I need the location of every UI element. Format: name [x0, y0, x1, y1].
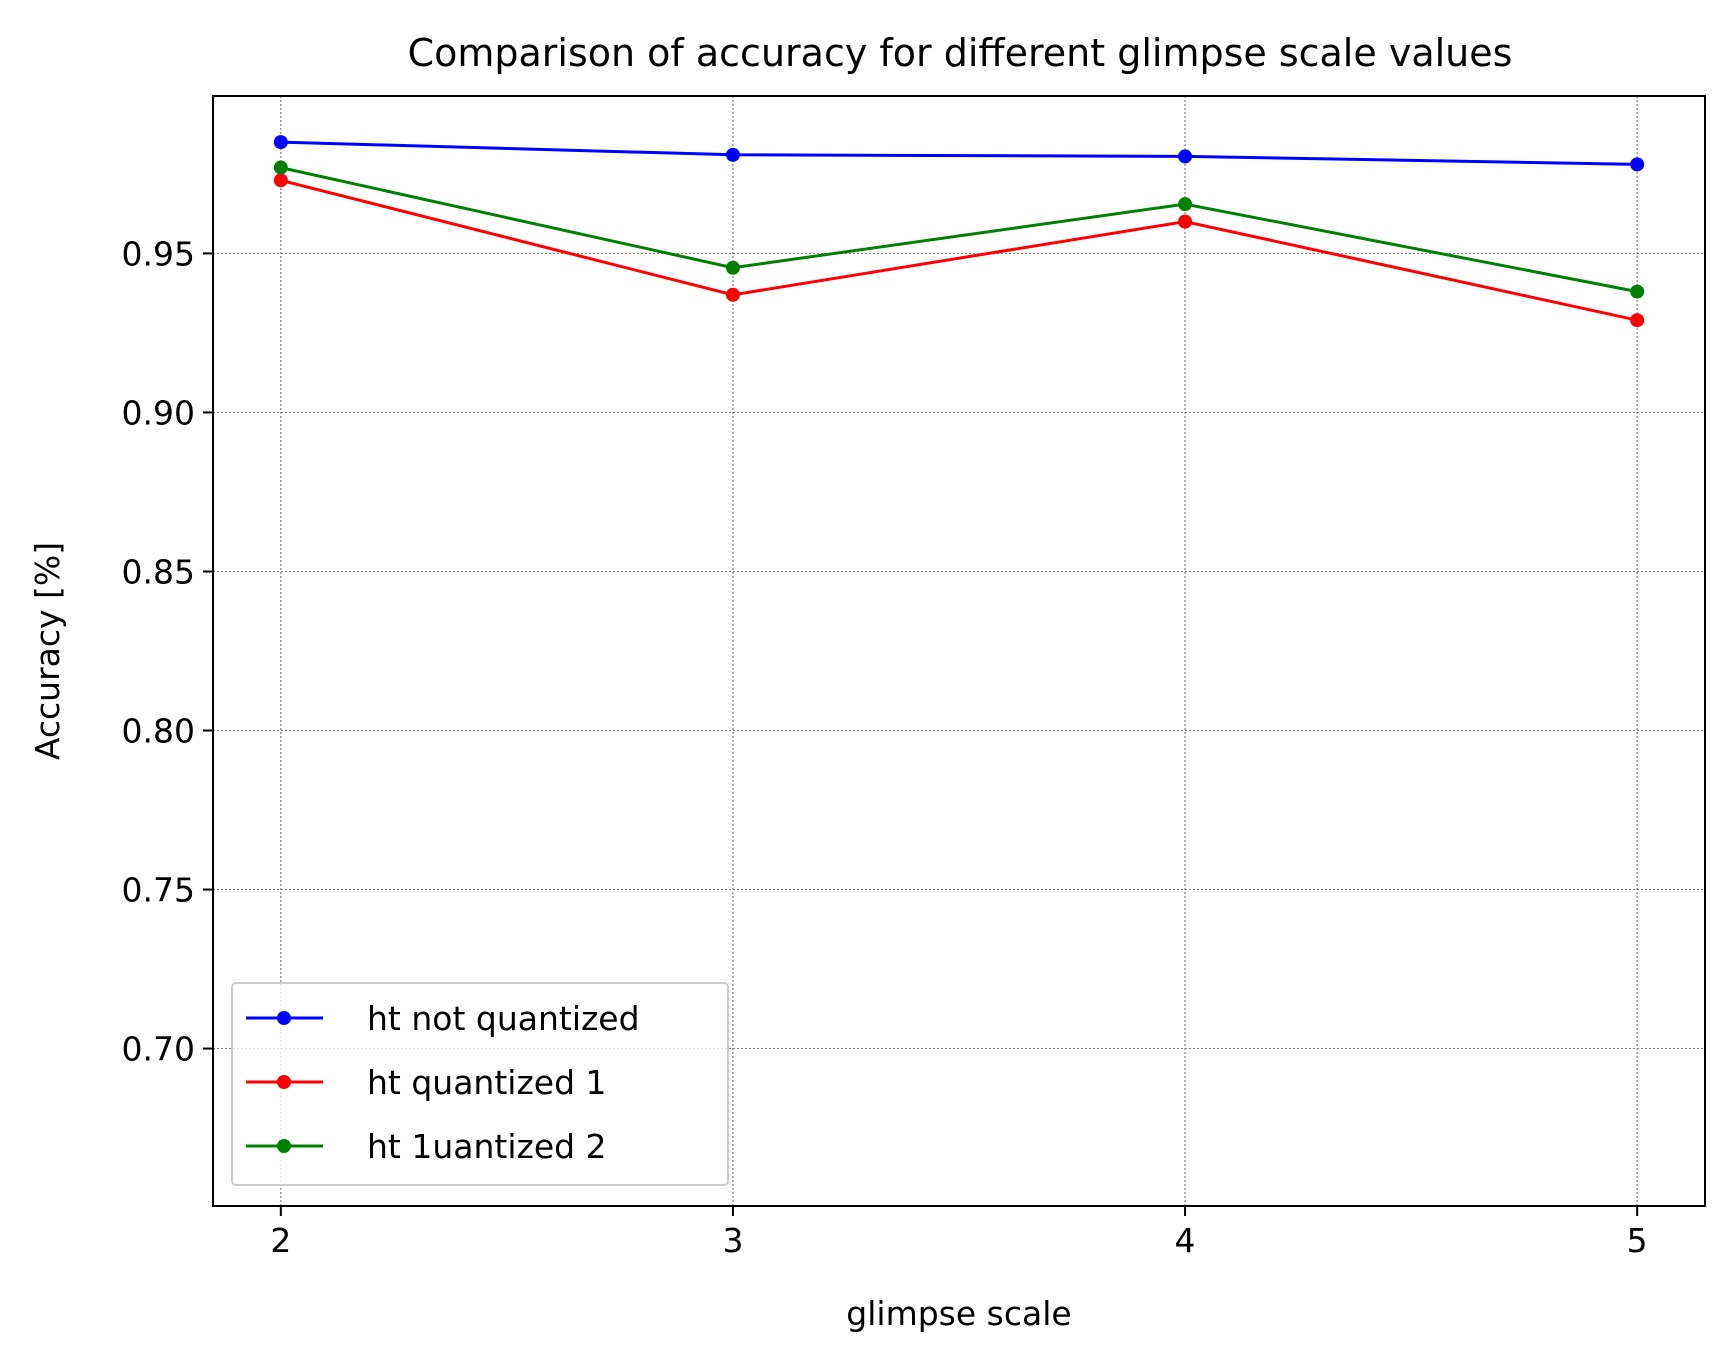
data-point	[273, 173, 288, 188]
x-axis-label: glimpse scale	[846, 1294, 1071, 1333]
legend: ht not quantized ht quantized 1 ht 1uantiz…	[231, 982, 729, 1186]
data-point	[273, 160, 288, 175]
legend-marker	[277, 1011, 291, 1025]
y-tick-label: 0.75	[122, 871, 195, 910]
x-tick-label: 3	[722, 1221, 743, 1260]
gridlines	[213, 96, 1705, 1206]
data-point	[725, 287, 740, 302]
data-point	[1178, 149, 1193, 164]
legend-label: ht not quantized	[367, 999, 640, 1038]
data-point	[1630, 313, 1645, 328]
x-tick-label: 2	[270, 1221, 291, 1260]
data-series	[273, 135, 1645, 328]
y-tick-label: 0.85	[122, 552, 195, 591]
y-tick-label: 0.80	[122, 712, 195, 751]
series-line	[280, 178, 1638, 322]
legend-marker	[277, 1139, 291, 1153]
data-point	[1630, 157, 1645, 172]
series-3	[273, 160, 1645, 299]
y-tick-label: 0.90	[122, 393, 195, 432]
series-line	[280, 140, 1638, 166]
data-point	[725, 147, 740, 162]
legend-box	[231, 982, 729, 1186]
series-2	[273, 173, 1645, 328]
plot-frame	[212, 95, 1706, 1207]
chart-title: Comparison of accuracy for different gli…	[408, 31, 1513, 75]
x-tick-label: 4	[1175, 1221, 1196, 1260]
y-tick-label: 0.95	[122, 234, 195, 273]
data-point	[1630, 284, 1645, 299]
legend-marker	[277, 1075, 291, 1089]
x-tick-label: 5	[1627, 1221, 1648, 1260]
data-point	[1178, 214, 1193, 229]
legend-label: ht quantized 1	[367, 1063, 607, 1102]
y-axis-label: Accuracy [%]	[28, 542, 67, 760]
legend-label: ht 1uantized 2	[367, 1127, 607, 1166]
axis-ticks: 2 3 4 5 0.70 0.75 0.80 0.85 0.90 0.95	[122, 234, 1648, 1260]
series-1	[273, 135, 1645, 172]
data-point	[725, 260, 740, 275]
y-tick-label: 0.70	[122, 1030, 195, 1069]
data-point	[1178, 197, 1193, 212]
data-point	[273, 135, 288, 150]
series-line	[280, 166, 1638, 294]
